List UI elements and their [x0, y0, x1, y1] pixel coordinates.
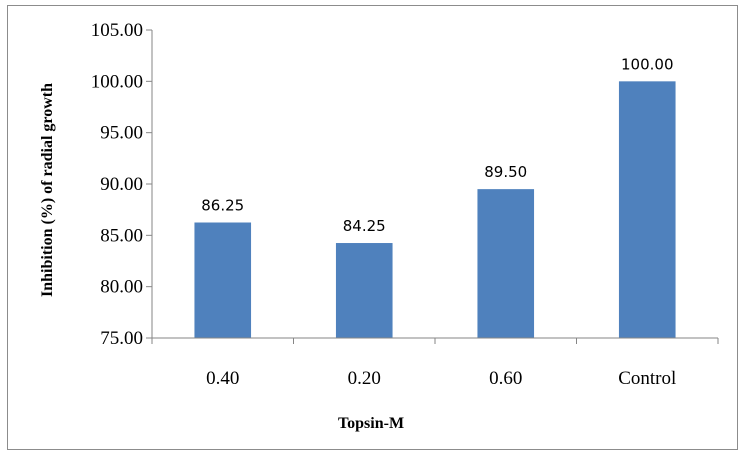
data-label: 100.00 [621, 55, 674, 73]
x-axis: 0.40 0.20 0.60 Control [151, 337, 719, 389]
data-label: 84.25 [343, 217, 386, 235]
x-axis-title: Topsin-M [338, 415, 404, 432]
bar [194, 222, 252, 338]
x-tick-label: 0.40 [206, 368, 239, 389]
x-tick-label: Control [618, 368, 676, 389]
y-tick-label: 80.00 [100, 277, 143, 298]
x-tick-label: 0.60 [489, 368, 522, 389]
bar [618, 81, 676, 338]
bars: 86.25 84.25 89.50 100.00 [194, 55, 676, 338]
y-tick-label: 105.00 [91, 20, 143, 41]
y-axis: 75.00 80.00 85.00 90.00 95.00 100.00 105.00 [91, 20, 153, 349]
data-label: 86.25 [201, 197, 244, 215]
chart-frame [7, 5, 738, 450]
bar [335, 243, 393, 338]
data-label: 89.50 [484, 163, 527, 181]
y-tick-label: 95.00 [100, 123, 143, 144]
y-tick-label: 75.00 [100, 328, 143, 349]
bar [477, 189, 535, 338]
y-axis-title: Inhibition (%) of radial growth [39, 83, 56, 297]
y-tick-label: 85.00 [100, 225, 143, 246]
y-tick-label: 100.00 [91, 71, 143, 92]
x-tick-label: 0.20 [348, 368, 381, 389]
y-tick-label: 90.00 [100, 174, 143, 195]
